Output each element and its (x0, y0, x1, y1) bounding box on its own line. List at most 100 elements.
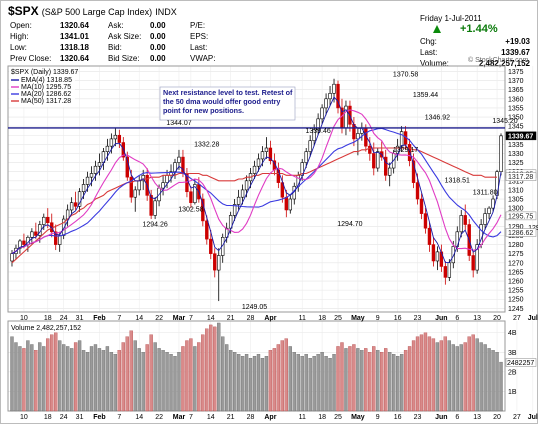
volume-bar (117, 350, 121, 412)
quote-label: High: (10, 32, 29, 41)
volume-bar (395, 356, 400, 412)
volume-bar (14, 342, 18, 412)
candle-body (189, 191, 193, 203)
volume-bar (316, 354, 320, 412)
candle-body (312, 129, 316, 142)
volume-x-tick-label: Feb (93, 414, 105, 421)
candle-body (447, 262, 452, 278)
price-label: 1345.20 (492, 118, 517, 125)
exchange: INDX (155, 7, 177, 17)
volume-bar (447, 340, 451, 412)
quote-col-2-values: 0.00 0.00 0.00 0.00 (150, 20, 166, 64)
volume-bars (10, 322, 503, 412)
candle-body (30, 231, 34, 238)
volume-tag-label: 2482257 (507, 360, 534, 367)
price-tag-label: 1295.75 (508, 213, 533, 220)
volume-bar (161, 350, 165, 412)
volume-bar (133, 340, 137, 412)
candle-body (252, 165, 257, 174)
volume-bar (65, 346, 70, 412)
quote-label: EPS: (190, 32, 209, 41)
price-tick-label: 1245 (508, 306, 524, 313)
ma10-line (11, 109, 502, 255)
candle-body (149, 195, 153, 216)
volume-bar (320, 352, 324, 412)
candle-body (431, 244, 436, 262)
quote-label: Bid Size: (108, 54, 140, 63)
volume-x-tick-label: 22 (155, 414, 163, 421)
candle-body (463, 215, 467, 225)
price-tick-label: 1315 (508, 178, 524, 185)
candle-body (217, 255, 221, 271)
volume-bar (380, 352, 384, 412)
volume-bar (217, 322, 221, 412)
price-labels: 1344.07 1332.28 1302.58 1294.26 1249.05 1339.… (142, 72, 538, 311)
volume-y-axis: 4B 3B 2B 1B (508, 330, 517, 396)
ma20-line (11, 127, 502, 255)
price-x-tick-label: 31 (76, 315, 84, 322)
last-value: 1339.67 (501, 48, 530, 57)
volume-x-tick-label: 25 (334, 414, 342, 421)
volume-bar (495, 352, 499, 412)
quote-label: Open: (10, 21, 32, 30)
candle-body (419, 198, 424, 214)
volume-x-tick-label: 7 (117, 414, 121, 421)
candle-body (288, 198, 292, 211)
legend-title: $SPX (Daily) 1339.67 (11, 69, 78, 76)
volume-bar (356, 348, 360, 412)
candle-body (61, 218, 66, 236)
volume-x-tick-label: Jul (528, 414, 538, 421)
up-arrow-icon (433, 25, 441, 33)
volume-bar (304, 354, 308, 412)
bid-value: 0.00 (150, 43, 166, 52)
volume-bar (145, 344, 149, 412)
symbol: $SPX (8, 4, 39, 18)
candle-body (73, 202, 78, 207)
quote-label: Low: (10, 43, 27, 52)
volume-bar (77, 340, 82, 412)
price-x-tick-label: 14 (207, 315, 215, 322)
volume-bar (62, 344, 66, 412)
volume-bar (296, 354, 300, 412)
volume-x-tick-label: 14 (207, 414, 215, 421)
price-tick-label: 1355 (508, 105, 524, 112)
volume-bar (260, 358, 265, 412)
price-x-tick-label: 22 (155, 315, 163, 322)
price-tick-label: 1375 (508, 69, 524, 76)
volume-label: Volume: (420, 59, 449, 68)
volume-bar (435, 342, 440, 412)
volume-tick-label: 1B (508, 389, 517, 396)
volume-x-tick-label: 6 (455, 414, 459, 421)
volume-bar (423, 332, 428, 412)
price-tick-label: 1255 (508, 288, 524, 295)
price-x-tick-label: Jun (435, 315, 447, 322)
candle-body (209, 238, 213, 254)
volume-bar (81, 350, 86, 412)
candle-body (356, 133, 360, 140)
price-tag-label: 1286.62 (508, 230, 533, 237)
ema4-line (11, 96, 502, 264)
candle-body (193, 184, 197, 203)
volume-bar (121, 342, 125, 412)
price-label: 1344.07 (166, 120, 191, 127)
price-tick-label: 1365 (508, 87, 524, 94)
candle-body (372, 153, 376, 169)
volume-bar (467, 336, 471, 412)
volume-bar (360, 350, 364, 412)
volume-bar (443, 336, 448, 412)
quote-col-2: Ask: Ask Size: Bid: Bid Size: (108, 20, 141, 64)
volume-x-tick-label: 24 (60, 414, 68, 421)
quote-label: VWAP: (190, 54, 216, 63)
candle-body (205, 220, 209, 240)
price-x-tick-label: May (351, 315, 365, 322)
price-tick-label: 1290 (508, 224, 524, 231)
volume-tick-label: 2B (508, 369, 517, 376)
volume-bar (268, 350, 273, 412)
volume-bar (26, 340, 30, 412)
candle-body (236, 196, 241, 205)
price-tag-label: 1339.67 (508, 133, 533, 140)
high-value: 1341.01 (60, 32, 89, 41)
volume-x-tick-label: 13 (473, 414, 481, 421)
candle-body (46, 216, 50, 224)
